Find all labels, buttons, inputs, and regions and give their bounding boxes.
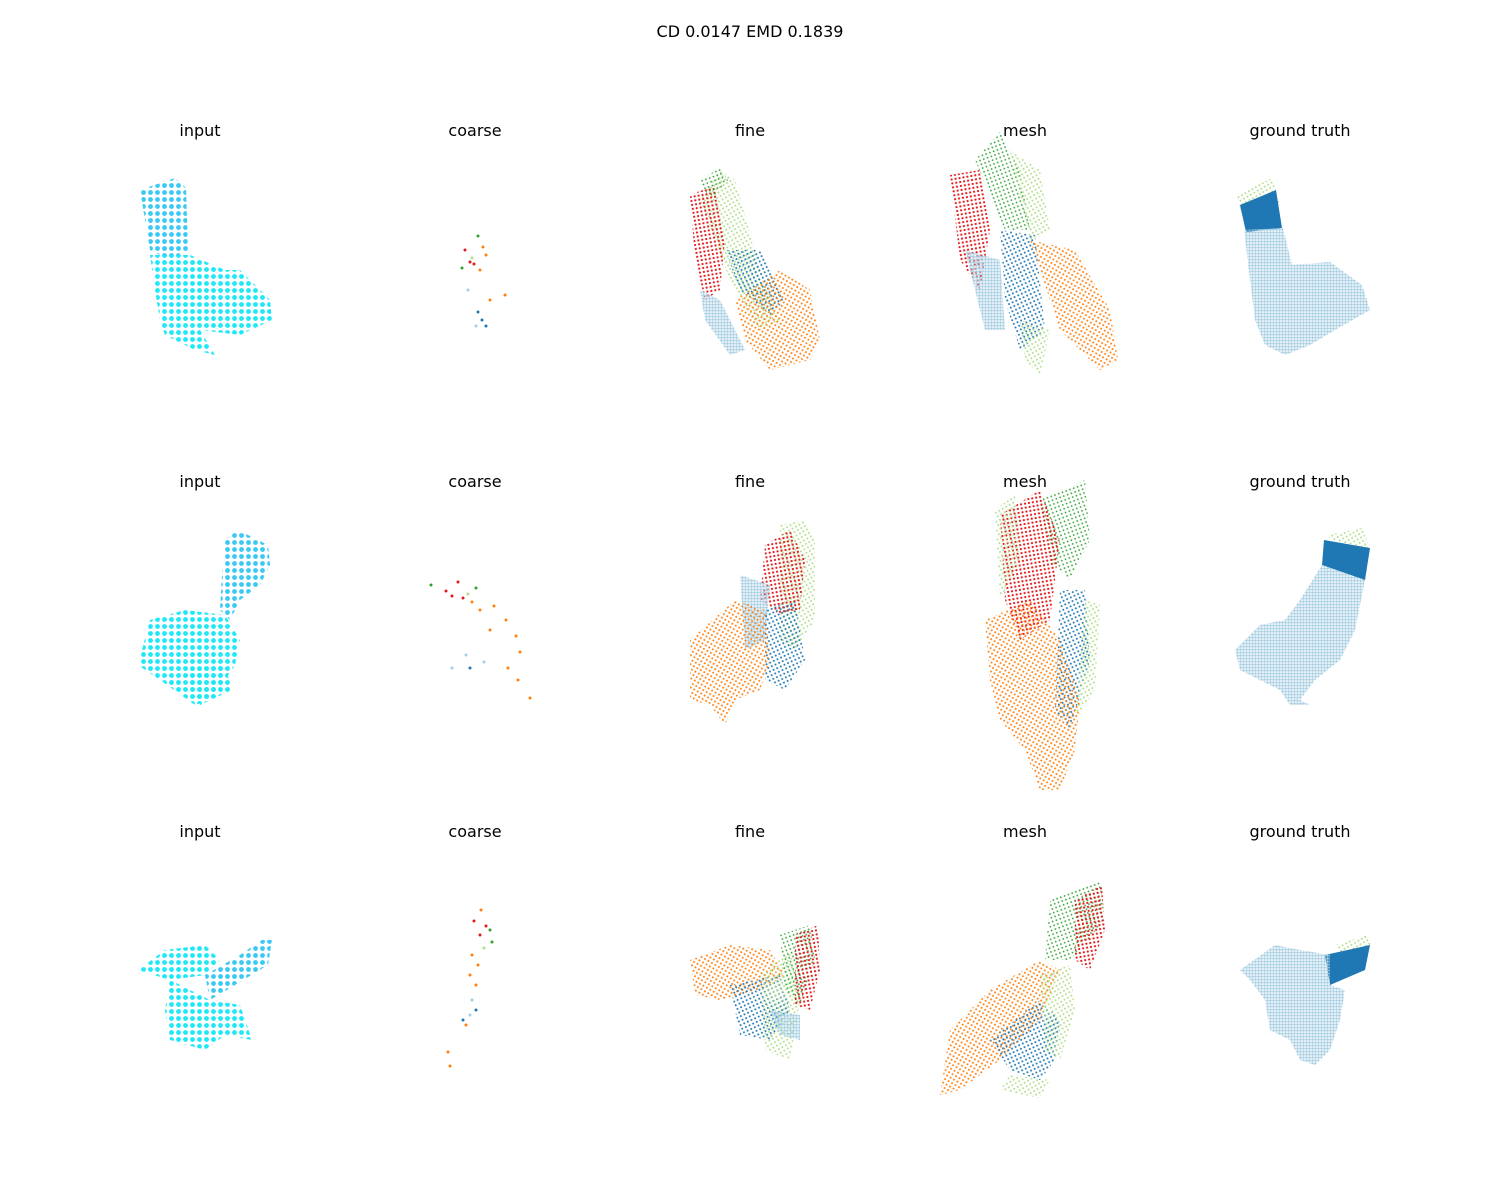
ground-truth-cloud-row2	[1235, 528, 1370, 705]
ground-truth-cloud-row1	[1236, 178, 1370, 355]
panel-title-input-row3: input	[179, 822, 221, 841]
fine-cloud-row3	[690, 925, 820, 1060]
panel-title-mesh-row1: mesh	[1003, 121, 1047, 140]
coarse-cloud-row2	[429, 580, 532, 700]
panel-title-input-row2: input	[179, 472, 221, 491]
input-cloud-row3	[138, 940, 272, 1050]
input-cloud-row1	[140, 178, 272, 355]
panel-title-mesh-row3: mesh	[1003, 822, 1047, 841]
coarse-cloud-row3	[446, 908, 494, 1068]
figure-title: CD 0.0147 EMD 0.1839	[656, 22, 844, 41]
fine-cloud-row2	[690, 520, 815, 725]
mesh-cloud-row1	[950, 132, 1118, 375]
panel-title-fine-row2: fine	[734, 472, 766, 491]
mesh-cloud-row2	[985, 480, 1100, 790]
panel-title-fine-row3: fine	[734, 822, 766, 841]
coarse-cloud-row1	[460, 234, 507, 328]
panel-title-coarse-row3: coarse	[448, 822, 502, 841]
panel-title-coarse-row2: coarse	[448, 472, 502, 491]
mesh-cloud-row3	[940, 880, 1105, 1098]
fine-cloud-row1	[690, 168, 820, 370]
panel-title-input-row1: input	[179, 121, 221, 140]
panel-title-mesh-row2: mesh	[1003, 472, 1047, 491]
panel-title-ground-truth-row1: ground truth	[1249, 121, 1351, 140]
panel-title-ground-truth-row3: ground truth	[1249, 822, 1351, 841]
panel-title-fine-row1: fine	[734, 121, 766, 140]
ground-truth-cloud-row3	[1240, 935, 1372, 1065]
panel-title-coarse-row1: coarse	[448, 121, 502, 140]
panel-title-ground-truth-row2: ground truth	[1249, 472, 1351, 491]
input-cloud-row2	[138, 530, 270, 705]
